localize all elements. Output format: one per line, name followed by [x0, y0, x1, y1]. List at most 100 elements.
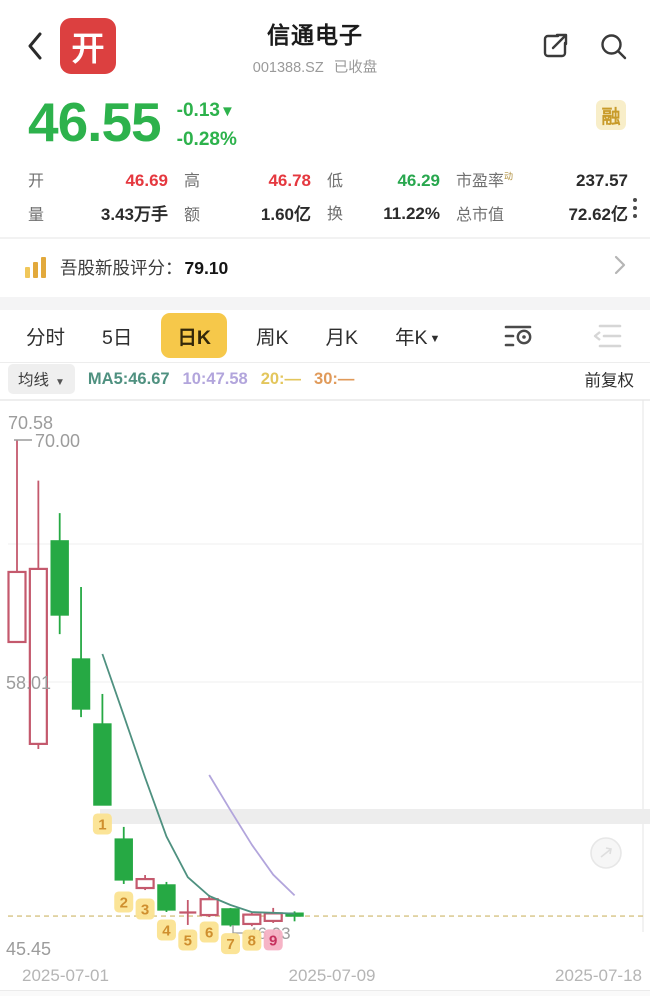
day-count-badge — [156, 919, 176, 941]
stat-value: 3.43万手 — [100, 204, 168, 224]
stat-label-sup: 动 — [504, 171, 514, 182]
stat-label: 总市值 — [456, 206, 505, 224]
divider — [0, 236, 650, 239]
rating-row[interactable]: 吾股新股评分： 79.10 — [0, 239, 650, 297]
day-count-badge-label: 6 — [205, 924, 213, 941]
ma-legend-item: 20:— — [260, 369, 302, 388]
price-annotation: 45.45 — [6, 939, 51, 958]
candle-body — [7, 570, 27, 643]
quote-stats-grid: 开 46.69 高 46.78 低 46.29 市盈率动 237.57 量 3.43万手额 1.60… — [28, 167, 628, 225]
title-block: 信通电子 001388.SZ 已收盘 — [116, 16, 514, 77]
stock-subline: 001388.SZ 已收盘 — [116, 56, 514, 77]
back-chevron-icon — [28, 32, 42, 60]
day-count-badge — [242, 929, 262, 951]
day-count-badge — [92, 813, 112, 835]
stat-cell: 高 46.78 — [184, 167, 311, 191]
day-count-badge — [221, 932, 240, 954]
candle-body — [50, 540, 69, 616]
more-options-button[interactable] — [626, 188, 644, 228]
day-count-badge — [199, 921, 219, 943]
tab-分时[interactable]: 分时 — [26, 327, 66, 350]
tab-周K[interactable]: 周K — [255, 327, 289, 350]
chevron-right-icon — [614, 255, 626, 280]
day-count-badge-label: 5 — [184, 932, 192, 949]
tab-日K[interactable]: 日K — [161, 313, 227, 359]
stat-cell: 换 11.22% — [327, 200, 440, 225]
candle-body — [28, 567, 48, 745]
price-change-percent: -0.28% — [176, 129, 237, 151]
indicator-settings-icon[interactable] — [504, 323, 538, 349]
candle-body — [135, 877, 155, 889]
price-annotation: 70.58 — [8, 413, 53, 433]
day-count-badge-label: 9 — [269, 932, 277, 949]
candle-body — [157, 884, 176, 911]
stat-cell: 市盈率动 237.57 — [456, 167, 628, 191]
period-tab-bar: 分时 5日 日K 周K 月K 年K ▼ — [0, 310, 650, 362]
share-button[interactable] — [538, 29, 572, 63]
ma5-line — [101, 653, 295, 915]
tab-年K[interactable]: 年K ▼ — [395, 327, 441, 350]
header: 开 信通电子 001388.SZ 已收盘 — [0, 0, 650, 92]
ma10-line — [208, 774, 296, 896]
ma-selector-button[interactable]: 均线 ▼ — [8, 364, 75, 395]
stat-value: 46.78 — [268, 170, 311, 190]
tab-月K[interactable]: 月K — [325, 327, 358, 350]
date-axis-label: 2025-07-18 — [555, 966, 642, 986]
caret-down-icon: ▼ — [429, 333, 441, 346]
margin-trading-badge[interactable]: 融 — [596, 100, 626, 130]
day-count-badge — [178, 929, 198, 951]
day-count-badge-label: 8 — [248, 933, 256, 950]
search-button[interactable] — [596, 29, 630, 63]
stock-name: 信通电子 — [267, 21, 363, 48]
bottom-strip — [0, 989, 650, 996]
candle-body — [93, 723, 112, 806]
collapse-panel-icon[interactable] — [592, 323, 624, 349]
date-axis: 2025-07-01 2025-07-09 2025-07-18 — [0, 963, 650, 990]
down-arrow-icon: ▼ — [219, 103, 235, 120]
stat-label: 额 — [184, 206, 201, 224]
candle-body — [114, 838, 133, 881]
adjust-mode-button[interactable]: 前复权 — [584, 372, 635, 391]
back-button[interactable] — [18, 24, 52, 68]
day-count-badge-label: 7 — [226, 936, 234, 953]
caret-down-icon: ▼ — [55, 377, 65, 389]
ma-legend-item: 30:— — [314, 369, 355, 388]
price-change-block: -0.13▼ -0.28% — [177, 96, 237, 155]
quote-section: 46.55 -0.13▼ -0.28% 融 开 46.69 高 46.78 低 46.29… — [0, 92, 650, 225]
market-status: 已收盘 — [333, 59, 378, 76]
last-price: 46.55 — [28, 91, 162, 153]
tab-5日[interactable]: 5日 — [102, 327, 133, 350]
stat-cell: 量 3.43万手 — [28, 200, 168, 225]
stock-code: 001388.SZ — [252, 59, 324, 76]
day-count-badge-label: 1 — [98, 816, 106, 833]
app-logo: 开 — [60, 18, 116, 74]
stat-label: 换 — [327, 205, 344, 223]
stat-label: 量 — [28, 206, 45, 224]
divider — [0, 361, 650, 363]
stat-value: 1.60亿 — [260, 204, 311, 224]
day-count-badge-label: 3 — [141, 901, 149, 918]
day-count-badge — [114, 891, 134, 913]
day-count-badge — [263, 929, 283, 951]
bar-chart-icon — [25, 256, 46, 278]
candle-body — [221, 908, 240, 926]
candle-body — [263, 912, 283, 922]
date-axis-label: 2025-07-09 — [288, 966, 376, 986]
day-count-badge-label: 4 — [162, 922, 171, 939]
stat-cell: 总市值 72.62亿 — [456, 200, 628, 225]
candle-body — [199, 897, 219, 916]
stat-label: 低 — [327, 172, 344, 190]
price-annotation: 70.00 — [35, 431, 80, 451]
date-axis-label: 2025-07-01 — [22, 966, 109, 986]
stat-value: 46.69 — [125, 170, 168, 190]
stat-value: 11.22% — [383, 203, 440, 223]
price-change: -0.13▼ — [176, 100, 235, 121]
price-line: 46.55 -0.13▼ -0.28% — [28, 94, 624, 155]
stat-label: 市盈率动 — [456, 171, 514, 190]
search-icon — [601, 34, 627, 60]
day-count-badge-label: 2 — [120, 894, 128, 911]
